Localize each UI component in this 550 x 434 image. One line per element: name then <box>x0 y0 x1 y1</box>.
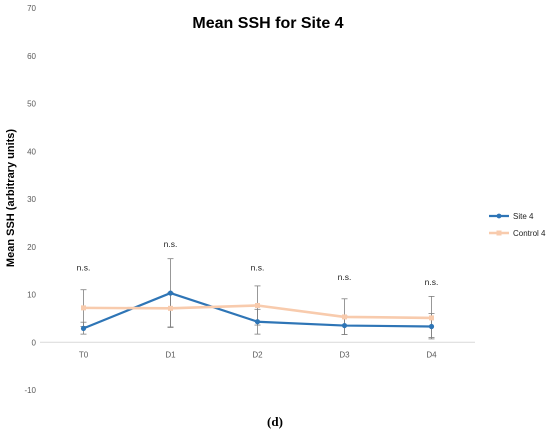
y-tick-label: 60 <box>27 52 36 61</box>
legend-label: Site 4 <box>513 212 534 221</box>
data-point <box>342 314 347 320</box>
significance-label: n.s. <box>425 277 439 287</box>
y-axis-label: Mean SSH (arbitrary units) <box>5 129 17 267</box>
x-tick-label: D2 <box>252 350 263 359</box>
x-tick-label: D1 <box>165 350 176 359</box>
figure-caption: (d) <box>267 414 283 429</box>
x-tick-label: D3 <box>339 350 350 359</box>
legend-swatch-marker <box>496 230 502 236</box>
data-point <box>80 325 87 332</box>
legend: Site 4 Control 4 <box>489 212 546 238</box>
annotations: n.s. n.s. n.s. n.s. n.s. <box>77 239 439 287</box>
y-tick-label: 50 <box>27 100 36 109</box>
data-point <box>81 305 86 311</box>
data-point <box>168 305 173 311</box>
significance-label: n.s. <box>77 263 91 273</box>
y-tick-label: 10 <box>27 291 36 300</box>
data-point <box>341 322 348 329</box>
y-tick-label: -10 <box>24 386 36 395</box>
y-tick-label: 0 <box>32 338 37 347</box>
significance-label: n.s. <box>164 239 178 249</box>
x-ticks: T0 D1 D2 D3 D4 <box>79 350 437 359</box>
y-tick-label: 70 <box>27 4 36 13</box>
data-point <box>254 319 261 325</box>
y-tick-label: 40 <box>27 147 36 156</box>
significance-label: n.s. <box>251 263 265 273</box>
chart-title: Mean SSH for Site 4 <box>192 15 343 32</box>
data-point <box>255 302 260 308</box>
data-point <box>167 290 174 296</box>
series-lines <box>80 290 435 332</box>
legend-label: Control 4 <box>513 229 546 238</box>
data-point <box>429 315 434 321</box>
y-tick-label: 30 <box>27 195 36 204</box>
y-tick-label: 20 <box>27 243 36 252</box>
legend-swatch-marker <box>496 213 502 219</box>
data-point <box>428 323 435 330</box>
x-tick-label: D4 <box>426 350 437 359</box>
x-tick-label: T0 <box>79 350 89 359</box>
y-ticks: -10 0 10 20 30 40 50 60 70 <box>24 4 36 395</box>
significance-label: n.s. <box>338 272 352 282</box>
